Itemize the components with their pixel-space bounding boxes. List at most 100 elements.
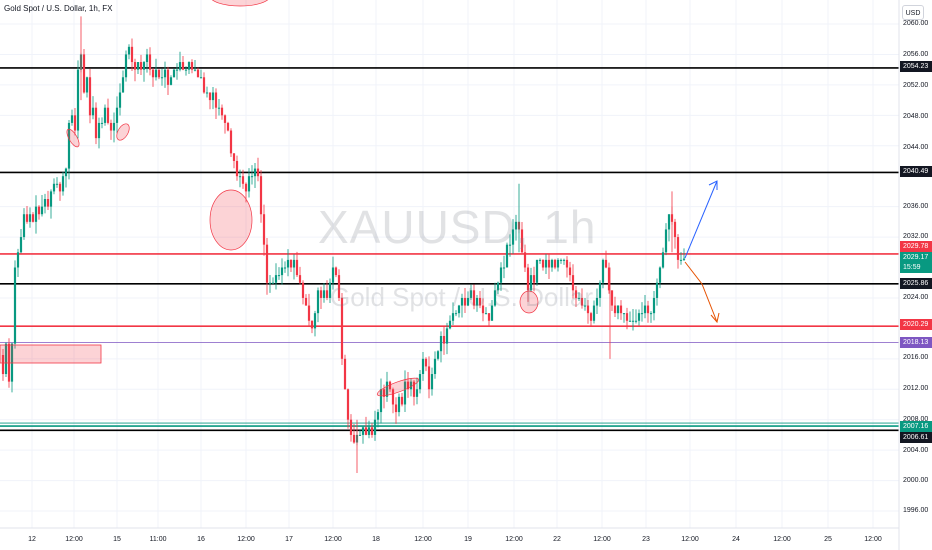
candle-body — [427, 366, 431, 390]
candle-body — [607, 267, 611, 291]
candle-body — [277, 275, 281, 277]
candle-body — [598, 282, 602, 298]
candle-body — [115, 107, 119, 123]
candle-body — [133, 62, 137, 70]
candle-body — [217, 107, 221, 109]
candle-body — [448, 320, 452, 329]
candle-body — [562, 259, 566, 261]
candle-body — [181, 62, 185, 70]
candle-body — [4, 343, 8, 375]
candle-body — [610, 290, 614, 306]
candle-body — [208, 92, 212, 101]
candle-body — [388, 381, 392, 390]
candle-body — [661, 252, 665, 268]
candle-body — [373, 419, 377, 435]
price-badge: 2025.86 — [900, 278, 932, 289]
candle-body — [487, 313, 491, 321]
candle-body — [205, 92, 209, 94]
candle-body — [28, 214, 32, 222]
x-tick-label: 12:00 — [681, 536, 699, 543]
candle-body — [514, 221, 518, 230]
x-tick-label: 12 — [28, 536, 36, 543]
candle-body — [304, 297, 308, 306]
candle-body — [139, 62, 143, 70]
candle-body — [169, 77, 173, 85]
y-tick-label: 2016.00 — [903, 354, 929, 361]
candle-body — [145, 54, 149, 63]
candle-body — [406, 381, 410, 390]
candle-body — [265, 244, 269, 283]
price-badge: 2029.78 — [900, 241, 932, 252]
candle-body — [118, 92, 122, 108]
candle-body — [583, 305, 587, 307]
candle-body — [250, 176, 254, 178]
candle-body — [325, 290, 329, 298]
candle-body — [628, 320, 632, 322]
candle-body — [679, 259, 683, 261]
candle-body — [523, 252, 527, 268]
candle-body — [316, 290, 320, 314]
candle-body — [58, 183, 62, 192]
candle-body — [241, 176, 245, 184]
candle-body — [82, 54, 86, 93]
watermark-symbol: XAUUSD, 1h — [318, 201, 597, 253]
candle-body — [577, 297, 581, 299]
x-tick-label: 12:00 — [237, 536, 255, 543]
candle-body — [49, 191, 53, 207]
candle-body — [529, 275, 533, 291]
candle-body — [295, 259, 299, 276]
candle-body — [229, 130, 233, 154]
candle-body — [391, 389, 395, 405]
highlight-ellipse-top — [211, 0, 269, 7]
candle-body — [100, 122, 104, 124]
candle-body — [403, 381, 407, 405]
x-tick-label: 12:00 — [773, 536, 791, 543]
candle-body — [211, 92, 215, 101]
candle-body — [16, 252, 20, 268]
candle-body — [343, 358, 347, 390]
currency-button[interactable]: USD — [902, 5, 924, 20]
candle-body — [70, 115, 74, 123]
candle-body — [619, 305, 623, 314]
candle-body — [106, 107, 110, 123]
x-tick-label: 12:00 — [593, 536, 611, 543]
y-tick-label: 2024.00 — [903, 294, 929, 301]
candle-body — [424, 358, 428, 367]
candle-body — [151, 69, 155, 78]
candle-body — [655, 282, 659, 298]
candle-body — [547, 259, 551, 268]
candle-body — [631, 320, 635, 322]
candle-body — [571, 275, 575, 291]
candle-body — [658, 267, 662, 283]
candle-body — [493, 290, 497, 306]
candle-body — [298, 275, 302, 283]
candle-body — [550, 259, 554, 268]
x-tick-label: 19 — [464, 536, 472, 543]
candle-body — [46, 199, 50, 207]
candle-body — [676, 237, 680, 260]
candle-body — [313, 313, 317, 329]
candle-body — [67, 122, 71, 169]
candle-body — [301, 282, 305, 298]
drawing-marks — [0, 0, 720, 397]
candle-body — [358, 434, 362, 436]
candle-body — [613, 305, 617, 314]
candle-body — [568, 267, 572, 276]
candle-body — [643, 305, 647, 314]
candle-body — [475, 297, 479, 306]
candle-body — [544, 259, 548, 268]
candle-body — [34, 206, 38, 222]
candle-body — [61, 176, 65, 192]
candle-body — [157, 69, 161, 78]
highlight-rect — [0, 344, 102, 364]
candle-body — [673, 221, 677, 238]
candle-body — [433, 358, 437, 375]
candle-body — [172, 69, 176, 78]
y-tick-label: 2008.00 — [903, 416, 929, 423]
candle-body — [574, 290, 578, 298]
highlight-ellipse-mid — [519, 290, 539, 314]
highlight-ellipse-large — [209, 189, 253, 251]
candle-body — [481, 305, 485, 314]
candle-body — [370, 427, 374, 435]
